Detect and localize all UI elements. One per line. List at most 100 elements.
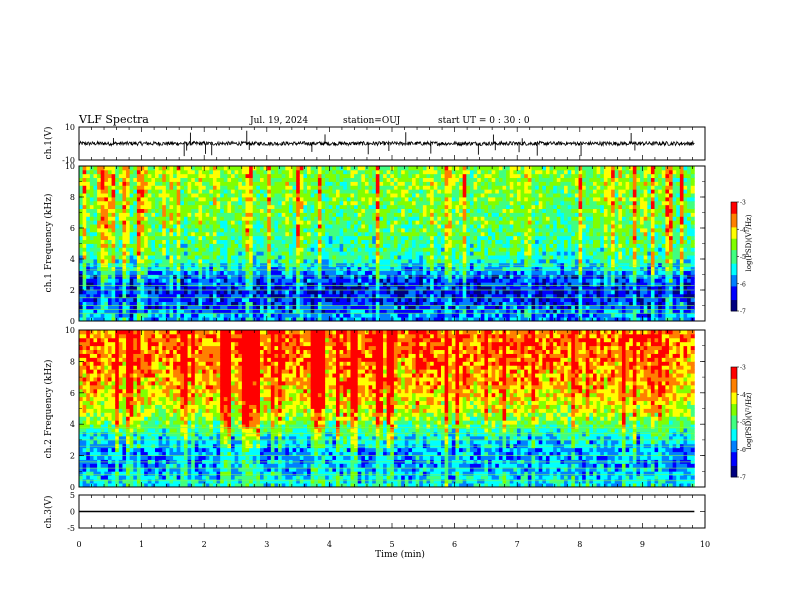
ch1-spectrogram-cell (451, 239, 456, 244)
ch1-spectrogram-cell (147, 282, 152, 287)
ch1-spectrogram-cell (220, 173, 225, 179)
ch1-spectrogram-cell (426, 228, 431, 233)
ch1-spectrogram-cell (176, 247, 181, 252)
ch1-spectrogram-cell (354, 259, 359, 264)
ch1-spectrogram-cell (317, 290, 322, 295)
ch1-spectrogram-cell (227, 212, 232, 217)
ch1-spectrogram-cell (136, 270, 141, 275)
ch1-spectrogram-cell (415, 247, 420, 252)
ch1-spectrogram-cell (484, 243, 489, 248)
ch1-spectrogram-cell (401, 286, 406, 291)
ch1-spectrogram-cell (126, 208, 131, 213)
ch1-spectrogram-cell (401, 204, 406, 210)
ch1-spectrogram-cell (408, 177, 413, 182)
ch1-spectrogram-cell (259, 290, 265, 295)
ch1-spectrogram-cell (162, 181, 167, 186)
ch1-spectrogram-cell (104, 239, 109, 244)
ch1-spectrogram-cell (397, 220, 402, 225)
ch1-spectrogram-cell (448, 282, 453, 287)
ch1-spectrogram-cell (375, 220, 380, 225)
ch1-spectrogram-cell (180, 259, 185, 264)
ch1-spectrogram-cell (191, 270, 196, 275)
ch1-spectrogram-cell (209, 216, 214, 221)
ch1-spectrogram-cell (303, 224, 308, 229)
ch1-spectrogram-cell (455, 266, 460, 272)
ch1-spectrogram-cell (477, 200, 482, 206)
ch1-spectrogram-cell (249, 239, 254, 244)
ch1-spectrogram-cell (234, 305, 239, 310)
ch1-spectrogram-cell (288, 317, 293, 322)
ch1-spectrogram-cell (462, 200, 467, 206)
ch1-spectrogram-cell (422, 231, 427, 237)
ch1-spectrogram-cell (270, 189, 275, 194)
ch1-spectrogram-cell (165, 274, 170, 279)
ch1-spectrogram-cell (513, 243, 518, 248)
ch1-spectrogram-cell (115, 247, 120, 252)
ch1-spectrogram-cell (317, 200, 322, 206)
ch1-spectrogram-cell (498, 255, 503, 260)
ch1-spectrogram-cell (209, 189, 214, 194)
ch1-spectrogram-cell (89, 251, 94, 256)
ch1-spectrogram-cell (498, 286, 503, 291)
ch1-spectrogram-cell (455, 181, 460, 186)
ch1-spectrogram-cell (383, 278, 388, 283)
ch1-spectrogram-cell (310, 274, 315, 279)
ch1-spectrogram-cell (223, 193, 228, 198)
ch1-spectrogram-cell (516, 286, 522, 291)
ch1-spectrogram-cell (118, 266, 123, 272)
ch1-spectrogram-cell (317, 204, 322, 210)
ch1-spectrogram-cell (274, 297, 279, 303)
ch1-spectrogram-cell (375, 282, 380, 287)
ch1-spectrogram-cell (498, 208, 503, 213)
ch1-spectrogram-cell (252, 286, 257, 291)
ch1-spectrogram-cell (459, 220, 464, 225)
ch1-spectrogram-cell (93, 208, 98, 213)
ch1-spectrogram-cell (252, 274, 257, 279)
ch1-spectrogram-cell (390, 231, 395, 237)
ch1-spectrogram-cell (241, 290, 246, 295)
ch1-spectrogram-cell (506, 243, 511, 248)
ch1-spectrogram-cell (459, 208, 464, 213)
ch1-spectrogram-cell (281, 297, 286, 303)
ch1-spectrogram-cell (462, 278, 467, 283)
ch1-spectrogram-cell (216, 259, 221, 264)
ch1-spectrogram-cell (82, 181, 87, 186)
ch1-spectrogram-cell (401, 293, 406, 299)
ch1-spectrogram-cell (158, 286, 163, 291)
ch1-spectrogram-cell (332, 305, 337, 310)
ch1-spectrogram-cell (216, 305, 221, 310)
ch1-spectrogram-cell (412, 297, 417, 303)
ch1-spectrogram-cell (372, 274, 377, 279)
ch1-spectrogram-cell (408, 197, 413, 202)
ch1-spectrogram-cell (129, 274, 134, 279)
ch1-spectrogram-cell (509, 177, 514, 182)
ch1-spectrogram-cell (426, 200, 431, 206)
ch1-spectrogram-cell (307, 247, 312, 252)
ch1-spectrogram-cell (107, 243, 112, 248)
ch1-spectrogram-cell (513, 173, 518, 179)
ch1-spectrogram-cell (79, 290, 84, 295)
ch1-spectrogram-cell (361, 239, 366, 244)
ch1-spectrogram-cell (147, 216, 152, 221)
ch1-spectrogram-cell (122, 197, 127, 202)
ch1-spectrogram-cell (162, 231, 167, 237)
ch1-spectrogram-cell (325, 286, 330, 291)
ch1-spectrogram-cell (444, 255, 449, 260)
ch1-spectrogram-cell (509, 243, 514, 248)
ch1-spectrogram-cell (227, 270, 232, 275)
ch1-spectrogram-cell (173, 200, 178, 206)
ch1-spectrogram-cell (390, 286, 395, 291)
ch1-spectrogram-cell (455, 220, 460, 225)
ch1-spectrogram-cell (183, 200, 188, 206)
ch1-spectrogram-cell (86, 301, 91, 306)
ch1-spectrogram-cell (375, 247, 380, 252)
ch1-spectrogram-cell (151, 216, 156, 221)
ch1-spectrogram-cell (194, 208, 199, 213)
ch1-spectrogram-cell (259, 317, 265, 322)
ch1-spectrogram-cell (249, 228, 254, 233)
ch1-spectrogram-cell (296, 173, 301, 179)
ch1-spectrogram-cell (169, 297, 174, 303)
ch1-spectrogram-cell (364, 282, 369, 287)
ch1-spectrogram-cell (187, 177, 192, 182)
ch1-spectrogram-cell (241, 166, 246, 171)
